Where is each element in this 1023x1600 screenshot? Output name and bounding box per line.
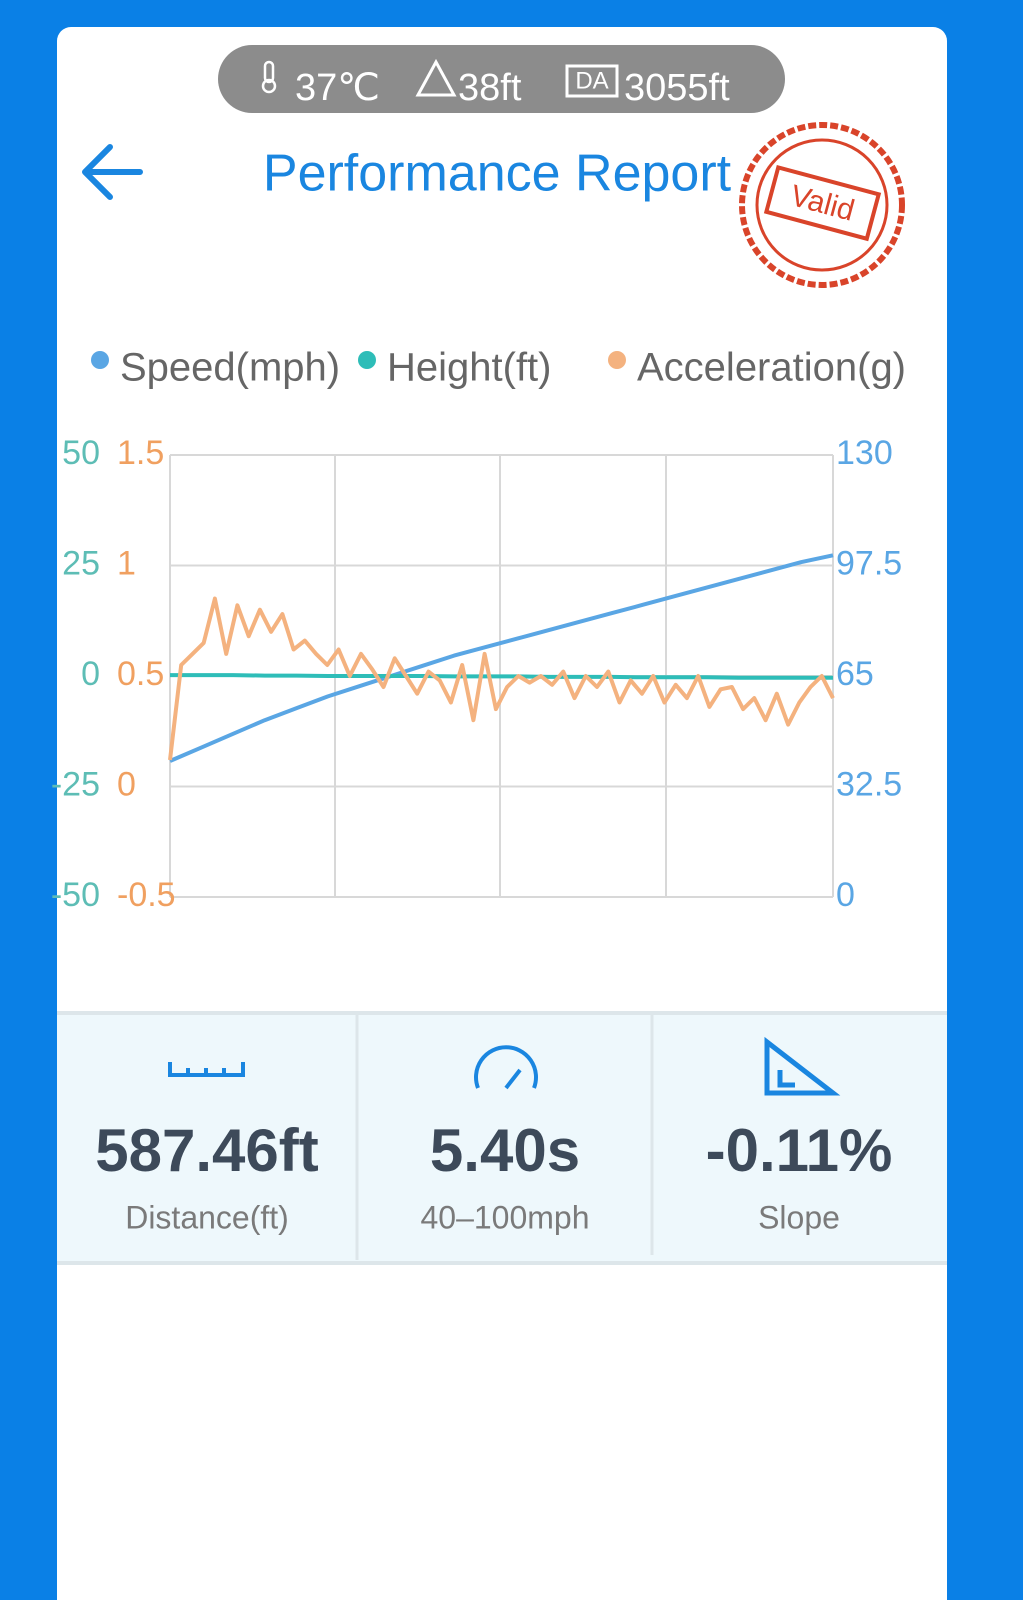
y-tick-label: 97.5 <box>836 544 902 582</box>
valid-stamp: Valid <box>739 122 905 288</box>
status-pill <box>218 45 785 113</box>
y-tick-label: 130 <box>836 434 893 472</box>
y-tick-label: 1.5 <box>117 434 164 472</box>
stat-label: Slope <box>758 1199 840 1235</box>
da-box <box>565 64 619 98</box>
series-line <box>168 596 835 761</box>
y-tick-label: -50 <box>51 876 100 914</box>
stat-label: 40–100mph <box>420 1199 589 1235</box>
y-tick-label: 1 <box>117 544 136 582</box>
stats-panel <box>57 1013 947 1263</box>
y-tick-label: 65 <box>836 655 874 693</box>
legend-marker <box>608 351 626 369</box>
y-tick-label: -25 <box>51 765 100 803</box>
y-tick-label: -0.5 <box>117 876 176 914</box>
y-tick-label: 25 <box>62 544 100 582</box>
series-line <box>169 553 834 763</box>
chart: -50 -25 0 25 50 -0.5 0 0.5 1 1.5 0 32.5 65 97.5 130 <box>51 434 902 914</box>
gauge-icon <box>474 1045 538 1090</box>
legend-marker <box>358 351 376 369</box>
stat-value: 587.46ft <box>95 1117 318 1184</box>
page-title: Performance Report <box>263 145 732 203</box>
series-line <box>170 673 833 680</box>
legend-marker <box>91 351 109 369</box>
y-tick-label: 0.5 <box>117 655 164 693</box>
slope-icon <box>764 1036 841 1096</box>
legend-label: Acceleration(g) <box>637 346 906 390</box>
legend: Speed(mph) Height(ft) Acceleration(g) <box>91 346 906 390</box>
stat-value: -0.11% <box>706 1117 893 1184</box>
y-tick-label: 0 <box>836 876 855 914</box>
mountain-icon <box>415 58 457 97</box>
stat-value: 5.40s <box>430 1117 580 1184</box>
y-tick-label: 0 <box>117 765 136 803</box>
stat-label: Distance(ft) <box>125 1199 289 1235</box>
density-altitude: 3055ft <box>624 67 730 109</box>
y-tick-label: 0 <box>81 655 100 693</box>
legend-label: Height(ft) <box>387 346 552 390</box>
altitude: 38ft <box>458 67 522 109</box>
ruler-icon <box>168 1062 245 1077</box>
back-button[interactable] <box>82 144 143 200</box>
card <box>57 27 947 1600</box>
y-tick-label: 32.5 <box>836 765 902 803</box>
legend-label: Speed(mph) <box>120 346 340 390</box>
thermometer-icon <box>261 60 277 94</box>
temperature: 37℃ <box>295 67 380 109</box>
y-tick-label: 50 <box>62 434 100 472</box>
da-label: DA <box>575 67 608 94</box>
